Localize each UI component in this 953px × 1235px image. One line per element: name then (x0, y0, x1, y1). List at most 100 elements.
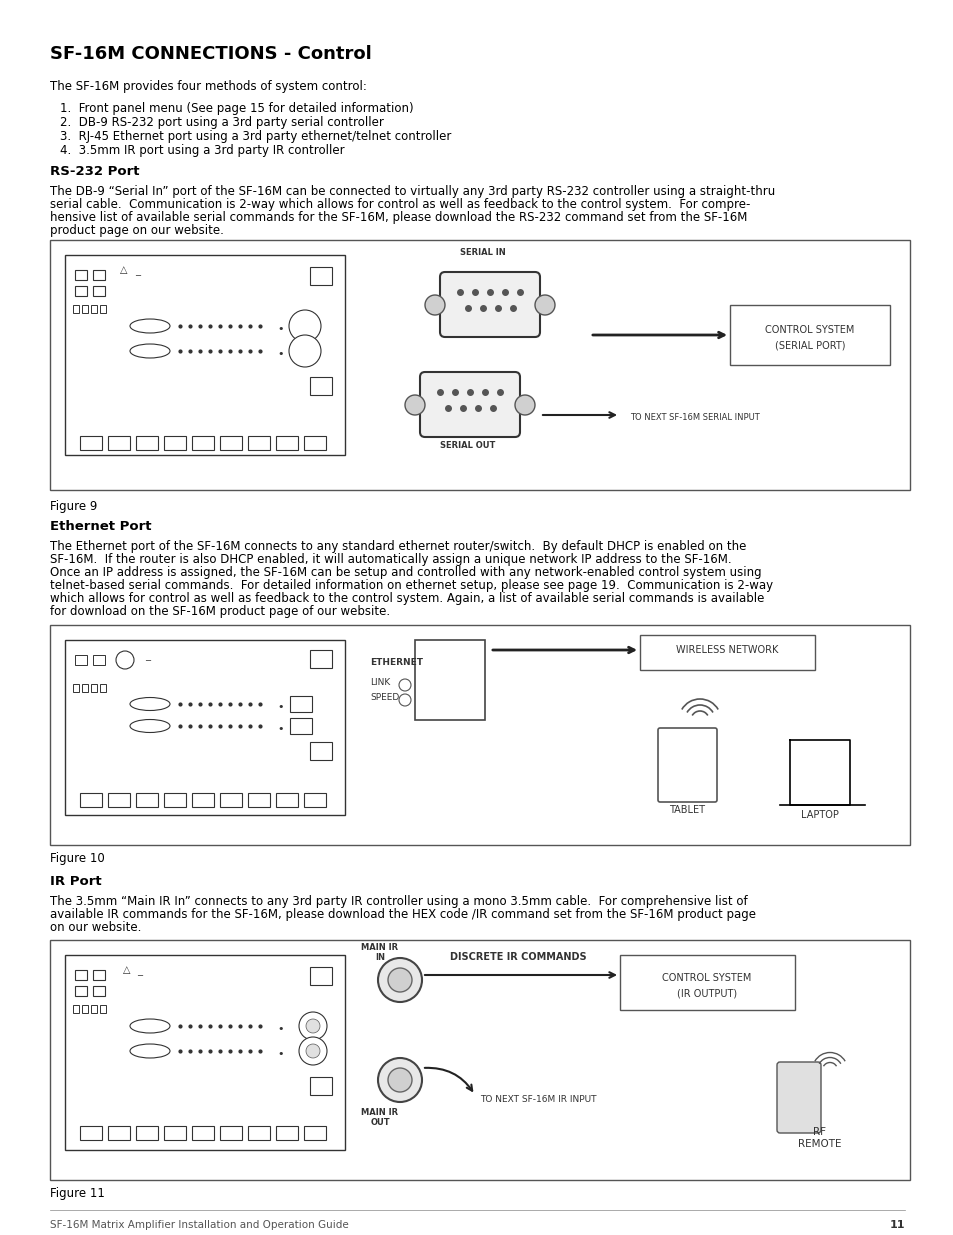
Bar (290, 697, 312, 713)
Bar (275, 1126, 297, 1140)
Bar (248, 793, 270, 806)
Circle shape (298, 1011, 327, 1040)
Text: (SERIAL PORT): (SERIAL PORT) (774, 340, 844, 350)
Bar (92, 969, 105, 981)
Bar (248, 1126, 270, 1140)
Bar (164, 436, 186, 450)
Text: Figure 9: Figure 9 (50, 500, 97, 513)
Bar (82, 1005, 88, 1013)
Bar (192, 793, 213, 806)
Bar (91, 684, 97, 692)
Bar (92, 986, 105, 995)
Circle shape (405, 395, 424, 415)
Bar (220, 436, 242, 450)
Text: MAIN IR: MAIN IR (361, 944, 398, 952)
Ellipse shape (130, 345, 170, 358)
Bar (100, 305, 106, 312)
Bar (91, 1005, 97, 1013)
Bar (275, 793, 297, 806)
Text: •: • (276, 1024, 283, 1034)
Bar (75, 270, 87, 280)
Text: The SF-16M provides four methods of system control:: The SF-16M provides four methods of syst… (50, 80, 367, 93)
Text: IN: IN (375, 953, 385, 962)
Text: WIRELESS NETWORK: WIRELESS NETWORK (675, 645, 778, 655)
Bar (80, 793, 102, 806)
Circle shape (535, 295, 555, 315)
FancyBboxPatch shape (729, 305, 889, 366)
Text: available IR commands for the SF-16M, please download the HEX code /IR command s: available IR commands for the SF-16M, pl… (50, 908, 755, 921)
FancyBboxPatch shape (776, 1062, 821, 1132)
Bar (310, 1077, 332, 1095)
Text: 4.  3.5mm IR port using a 3rd party IR controller: 4. 3.5mm IR port using a 3rd party IR co… (60, 144, 344, 157)
Bar (75, 969, 87, 981)
Ellipse shape (130, 319, 170, 333)
Text: 3.  RJ-45 Ethernet port using a 3rd party ethernet/telnet controller: 3. RJ-45 Ethernet port using a 3rd party… (60, 130, 451, 143)
FancyBboxPatch shape (50, 940, 909, 1179)
Text: SF-16M.  If the router is also DHCP enabled, it will automatically assign a uniq: SF-16M. If the router is also DHCP enabl… (50, 553, 731, 566)
Bar (80, 436, 102, 450)
Circle shape (298, 1037, 327, 1065)
Text: ─: ─ (145, 655, 150, 664)
Bar (248, 436, 270, 450)
Circle shape (377, 1058, 421, 1102)
Text: Ethernet Port: Ethernet Port (50, 520, 152, 534)
Text: •: • (276, 724, 283, 734)
Circle shape (388, 1068, 412, 1092)
Text: SF-16M Matrix Amplifier Installation and Operation Guide: SF-16M Matrix Amplifier Installation and… (50, 1220, 349, 1230)
Bar (304, 1126, 326, 1140)
Text: 1.  Front panel menu (See page 15 for detailed information): 1. Front panel menu (See page 15 for det… (60, 103, 414, 115)
Text: TABLET: TABLET (668, 805, 704, 815)
Bar (136, 1126, 158, 1140)
Ellipse shape (130, 1044, 170, 1058)
Bar (92, 270, 105, 280)
Bar (310, 742, 332, 760)
Text: for download on the SF-16M product page of our website.: for download on the SF-16M product page … (50, 605, 390, 618)
Bar (75, 287, 87, 296)
Bar (304, 793, 326, 806)
Text: Figure 11: Figure 11 (50, 1187, 105, 1200)
Bar (82, 684, 88, 692)
Bar (304, 436, 326, 450)
Circle shape (515, 395, 535, 415)
Bar (192, 436, 213, 450)
Text: Once an IP address is assigned, the SF-16M can be setup and controlled with any : Once an IP address is assigned, the SF-1… (50, 566, 760, 579)
Bar (108, 1126, 130, 1140)
Text: CONTROL SYSTEM: CONTROL SYSTEM (661, 973, 751, 983)
FancyBboxPatch shape (65, 640, 345, 815)
FancyBboxPatch shape (65, 955, 345, 1150)
Text: RS-232 Port: RS-232 Port (50, 165, 139, 178)
Bar (164, 1126, 186, 1140)
Bar (310, 650, 332, 668)
Bar (136, 436, 158, 450)
Circle shape (289, 335, 320, 367)
Bar (220, 1126, 242, 1140)
Text: The DB-9 “Serial In” port of the SF-16M can be connected to virtually any 3rd pa: The DB-9 “Serial In” port of the SF-16M … (50, 185, 775, 198)
Bar (310, 967, 332, 986)
FancyBboxPatch shape (619, 955, 794, 1010)
Bar (75, 986, 87, 995)
Text: TO NEXT SF-16M IR INPUT: TO NEXT SF-16M IR INPUT (479, 1095, 596, 1104)
Circle shape (306, 1044, 319, 1058)
Text: ─: ─ (135, 270, 140, 279)
Bar (310, 267, 332, 285)
Bar (92, 655, 105, 664)
Text: 11: 11 (888, 1220, 904, 1230)
FancyBboxPatch shape (439, 272, 539, 337)
Text: serial cable.  Communication is 2-way which allows for control as well as feedba: serial cable. Communication is 2-way whi… (50, 198, 750, 211)
Circle shape (424, 295, 444, 315)
Text: OUT: OUT (370, 1118, 390, 1128)
Text: which allows for control as well as feedback to the control system. Again, a lis: which allows for control as well as feed… (50, 592, 763, 605)
Circle shape (398, 679, 411, 692)
Bar (75, 655, 87, 664)
Text: LAPTOP: LAPTOP (801, 810, 838, 820)
Bar (220, 793, 242, 806)
Circle shape (289, 310, 320, 342)
Text: ETHERNET: ETHERNET (370, 658, 422, 667)
Bar (73, 1005, 79, 1013)
Bar (136, 793, 158, 806)
Bar (164, 793, 186, 806)
Text: •: • (276, 1049, 283, 1058)
Circle shape (377, 958, 421, 1002)
Circle shape (388, 968, 412, 992)
Ellipse shape (130, 1019, 170, 1032)
